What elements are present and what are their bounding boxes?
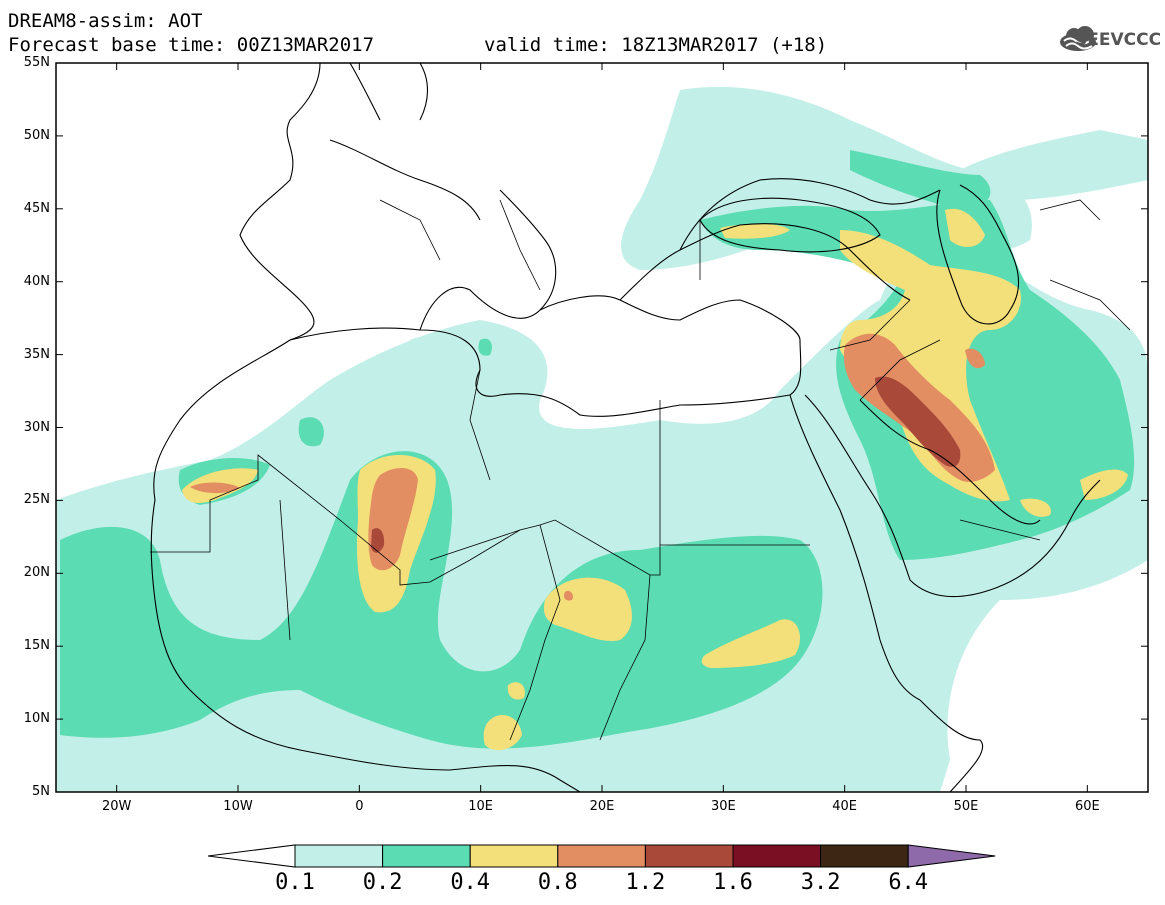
- lat-label: 35N: [23, 346, 50, 362]
- coastlines: [150, 63, 1101, 792]
- colorbar-level-label: 0.8: [537, 870, 578, 895]
- plot-title: DREAM8-assim: AOT: [8, 10, 203, 32]
- lon-label: 0: [355, 799, 364, 814]
- cloud-icon: [1060, 26, 1096, 51]
- lon-label: 10W: [223, 799, 253, 814]
- borders: [150, 199, 1131, 741]
- lon-label: 40E: [832, 799, 858, 814]
- lat-label: 55N: [23, 55, 50, 70]
- lon-label: 60E: [1074, 799, 1100, 814]
- colorbar-level-label: 1.2: [625, 870, 666, 895]
- axis-ticks: [56, 62, 1148, 793]
- lat-label: 45N: [23, 200, 50, 216]
- colorbar-over-triangle: [907, 844, 996, 868]
- colorbar-box: [820, 844, 909, 868]
- colorbar-under-triangle: [207, 844, 296, 868]
- lat-label: 5N: [32, 784, 50, 799]
- lat-label: 40N: [23, 273, 50, 289]
- colorbar-level-label: 1.6: [713, 870, 753, 895]
- lon-label: 50E: [953, 799, 979, 814]
- colorbar-level-label: 0.2: [362, 870, 403, 895]
- lon-label: 20E: [589, 799, 615, 814]
- colorbar-level-label: 3.2: [800, 870, 841, 895]
- aot-level-1.2: [371, 376, 961, 553]
- colorbar-box: [469, 844, 559, 868]
- colorbar-level-label: 6.4: [888, 870, 929, 895]
- lon-label: 10E: [468, 799, 494, 814]
- valid-time: valid time: 18Z13MAR2017 (+18): [484, 34, 828, 56]
- lon-label: 20W: [101, 799, 132, 814]
- aot-field: [56, 86, 1148, 792]
- forecast-base-time: Forecast base time: 00Z13MAR2017: [8, 34, 375, 56]
- colorbar-level-label: 0.1: [275, 870, 315, 895]
- seevccc-logo: [1060, 26, 1096, 51]
- colorbar-box: [732, 844, 822, 868]
- colorbar-box: [557, 844, 646, 868]
- colorbar-level-label: 0.4: [450, 870, 491, 895]
- lat-label: 10N: [23, 711, 50, 727]
- lon-label: 30E: [710, 799, 736, 814]
- lat-label: 25N: [23, 492, 50, 508]
- logo-text: SEEVCCC: [1075, 30, 1162, 50]
- colorbar-boxes: [207, 844, 996, 868]
- lat-label: 15N: [23, 638, 50, 654]
- lat-label: 20N: [23, 565, 50, 581]
- lat-label: 30N: [23, 419, 50, 435]
- colorbar-box: [382, 844, 471, 868]
- colorbar-box: [294, 844, 384, 868]
- colorbar-box: [644, 844, 734, 868]
- lat-label: 50N: [23, 127, 50, 143]
